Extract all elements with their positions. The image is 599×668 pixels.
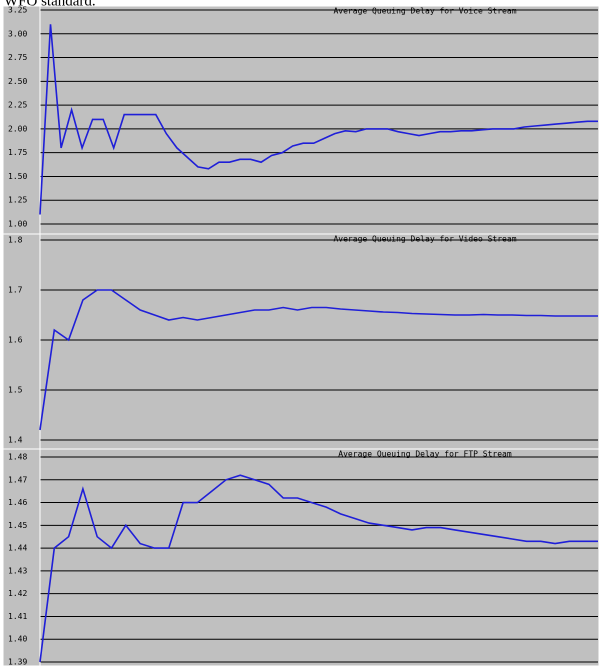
chart-title: Average Queuing Delay for Voice Stream — [333, 7, 516, 16]
y-tick-label: 1.45 — [8, 521, 27, 530]
y-tick-label: 1.75 — [8, 148, 27, 157]
y-tick-label: 1.25 — [8, 196, 27, 205]
y-tick-label: 1.40 — [8, 635, 27, 644]
chart-title: Average Queuing Delay for FTP Stream — [338, 450, 512, 459]
data-line — [39, 24, 598, 215]
y-tick-label: 1.7 — [8, 286, 23, 295]
y-tick-label: 2.50 — [8, 77, 27, 86]
y-tick-label: 1.5 — [8, 386, 23, 395]
y-tick-label: 1.8 — [8, 236, 23, 245]
y-tick-label: 2.00 — [8, 124, 27, 133]
y-tick-label: 1.00 — [8, 220, 27, 229]
y-tick-label: 3.25 — [8, 6, 27, 15]
data-line — [39, 474, 598, 663]
y-tick-label: 1.41 — [8, 612, 27, 621]
y-tick-label: 1.4 — [8, 436, 23, 445]
y-tick-label: 1.43 — [8, 566, 27, 575]
y-tick-label: 2.25 — [8, 101, 27, 110]
y-tick-label: 1.47 — [8, 475, 27, 484]
y-tick-label: 1.6 — [8, 336, 23, 345]
y-tick-label: 1.50 — [8, 172, 27, 181]
y-tick-label: 2.75 — [8, 53, 27, 62]
y-tick-label: 1.46 — [8, 498, 27, 507]
y-tick-label: 1.42 — [8, 589, 27, 598]
y-tick-label: 1.48 — [8, 453, 27, 462]
caption: WFQ standard. — [4, 0, 96, 9]
data-line — [39, 289, 598, 431]
y-tick-label: 1.39 — [8, 658, 27, 667]
panel-background — [2, 448, 599, 667]
y-tick-label: 1.44 — [8, 544, 27, 553]
chart-title: Average Queuing Delay for Video Stream — [333, 235, 516, 244]
y-tick-label: 3.00 — [8, 29, 27, 38]
panel-background — [2, 233, 599, 450]
